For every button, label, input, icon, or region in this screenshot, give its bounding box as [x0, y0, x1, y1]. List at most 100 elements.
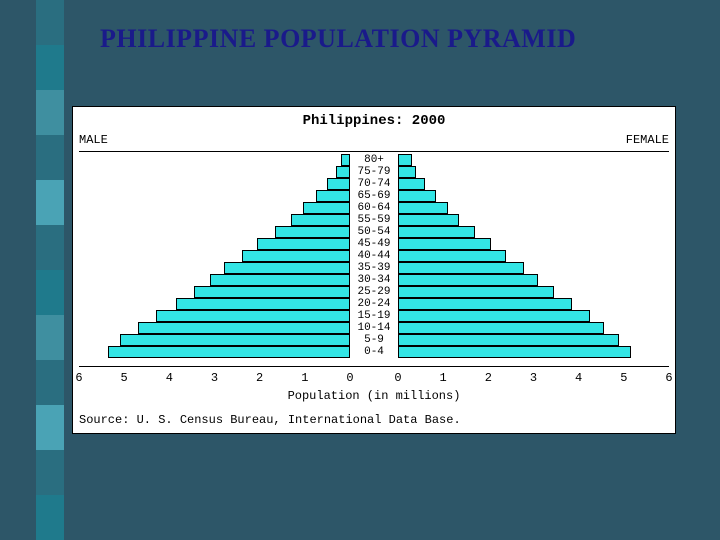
x-tick: 6 [665, 371, 672, 385]
age-label: 75-79 [350, 167, 398, 178]
female-bar [398, 310, 590, 322]
female-half [398, 346, 669, 358]
male-half [79, 322, 350, 334]
male-bar [242, 250, 350, 262]
male-bar [120, 334, 350, 346]
female-half [398, 298, 669, 310]
x-tick: 4 [575, 371, 582, 385]
source-line: Source: U. S. Census Bureau, Internation… [79, 413, 461, 427]
female-bar [398, 262, 524, 274]
pyramid-row: 55-59 [79, 214, 669, 226]
male-bar [291, 214, 350, 226]
x-tick: 0 [394, 371, 401, 385]
pyramid-row: 75-79 [79, 166, 669, 178]
x-tick: 2 [485, 371, 492, 385]
male-half [79, 286, 350, 298]
pyramid-row: 65-69 [79, 190, 669, 202]
x-axis-title: Population (in millions) [73, 389, 675, 403]
female-half [398, 226, 669, 238]
male-bar [341, 154, 350, 166]
female-bar [398, 154, 412, 166]
male-bar [327, 178, 350, 190]
pyramid-row: 5-9 [79, 334, 669, 346]
male-bar [257, 238, 350, 250]
male-bar [194, 286, 350, 298]
age-label: 5-9 [350, 335, 398, 346]
female-bar [398, 238, 491, 250]
age-label: 40-44 [350, 251, 398, 262]
female-half [398, 334, 669, 346]
male-half [79, 262, 350, 274]
x-tick: 1 [301, 371, 308, 385]
x-tick: 2 [256, 371, 263, 385]
pyramid-row: 60-64 [79, 202, 669, 214]
female-half [398, 310, 669, 322]
pyramid-row: 50-54 [79, 226, 669, 238]
female-bar [398, 178, 425, 190]
male-half [79, 190, 350, 202]
pyramid-row: 30-34 [79, 274, 669, 286]
age-label: 35-39 [350, 263, 398, 274]
female-half [398, 250, 669, 262]
female-bar [398, 190, 436, 202]
female-bar [398, 346, 631, 358]
female-half [398, 178, 669, 190]
male-half [79, 166, 350, 178]
male-half [79, 238, 350, 250]
x-tick: 1 [440, 371, 447, 385]
male-half [79, 250, 350, 262]
x-tick: 3 [211, 371, 218, 385]
x-tick: 4 [166, 371, 173, 385]
age-label: 55-59 [350, 215, 398, 226]
age-label: 80+ [350, 155, 398, 166]
pyramid-row: 35-39 [79, 262, 669, 274]
female-half [398, 202, 669, 214]
accent-stripe [36, 0, 64, 540]
male-half [79, 202, 350, 214]
population-pyramid: 80+75-7970-7465-6960-6455-5950-5445-4940… [79, 151, 669, 367]
chart-title: Philippines: 2000 [73, 113, 675, 129]
male-half [79, 310, 350, 322]
female-bar [398, 226, 475, 238]
female-bar [398, 214, 459, 226]
age-label: 65-69 [350, 191, 398, 202]
male-bar [275, 226, 350, 238]
female-label: FEMALE [626, 133, 669, 147]
female-half [398, 322, 669, 334]
pyramid-row: 80+ [79, 154, 669, 166]
male-bar [108, 346, 350, 358]
male-half [79, 214, 350, 226]
male-bar [224, 262, 350, 274]
female-bar [398, 202, 448, 214]
male-half [79, 274, 350, 286]
age-label: 20-24 [350, 299, 398, 310]
female-bar [398, 166, 416, 178]
pyramid-row: 20-24 [79, 298, 669, 310]
pyramid-row: 40-44 [79, 250, 669, 262]
female-bar [398, 322, 604, 334]
age-label: 0-4 [350, 347, 398, 358]
age-label: 70-74 [350, 179, 398, 190]
male-half [79, 154, 350, 166]
chart-panel: Philippines: 2000 MALE FEMALE 80+75-7970… [72, 106, 676, 434]
age-label: 50-54 [350, 227, 398, 238]
x-tick: 5 [620, 371, 627, 385]
slide-title: PHILIPPINE POPULATION PYRAMID [100, 24, 680, 54]
x-tick: 5 [121, 371, 128, 385]
male-half [79, 178, 350, 190]
x-tick: 3 [530, 371, 537, 385]
age-label: 25-29 [350, 287, 398, 298]
x-axis-right: 0123456 [398, 371, 669, 387]
female-half [398, 214, 669, 226]
pyramid-row: 15-19 [79, 310, 669, 322]
female-half [398, 238, 669, 250]
male-bar [156, 310, 350, 322]
female-half [398, 166, 669, 178]
age-label: 60-64 [350, 203, 398, 214]
age-label: 30-34 [350, 275, 398, 286]
male-bar [210, 274, 350, 286]
pyramid-row: 0-4 [79, 346, 669, 358]
male-half [79, 298, 350, 310]
age-label: 10-14 [350, 323, 398, 334]
female-bar [398, 274, 538, 286]
